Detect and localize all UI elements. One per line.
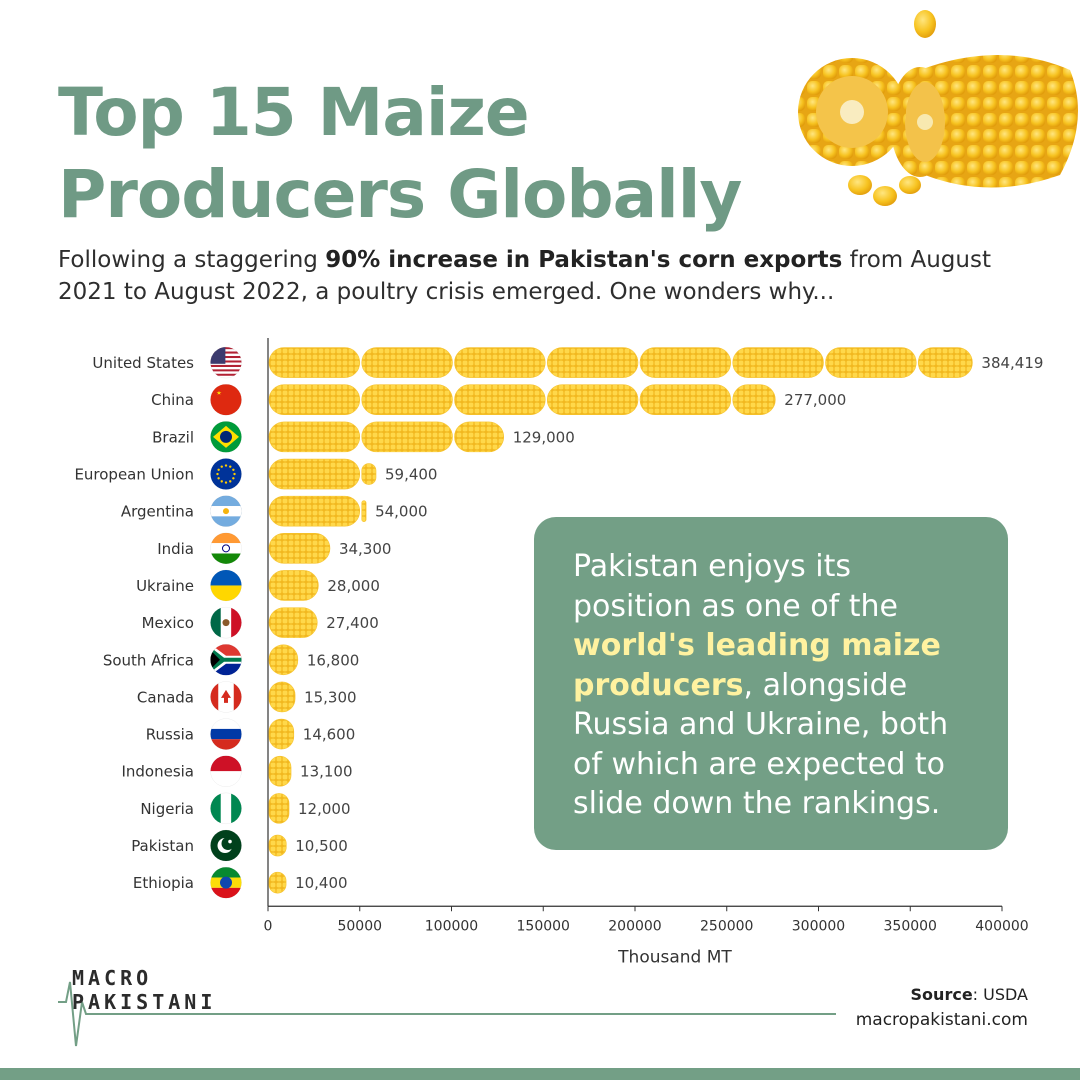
bar xyxy=(268,384,776,416)
source-value: : USDA xyxy=(972,985,1028,1004)
category-label: European Union xyxy=(74,466,194,484)
bar xyxy=(268,347,973,378)
flag-za-icon xyxy=(210,644,242,676)
value-label: 10,400 xyxy=(295,874,348,892)
category-label: Indonesia xyxy=(121,763,194,781)
flag-ru-icon xyxy=(210,718,242,750)
value-label: 54,000 xyxy=(375,503,428,521)
x-axis-label: Thousand MT xyxy=(617,947,732,967)
category-label: United States xyxy=(92,354,194,372)
callout-post: , alongside Russia and Ukraine, both of … xyxy=(573,667,949,822)
subtitle-post: from August 2021 to August 2022, a poult… xyxy=(58,247,991,305)
callout-box: Pakistan enjoys its position as one of t… xyxy=(534,517,1008,850)
category-label: Canada xyxy=(137,688,194,706)
category-label: Ukraine xyxy=(136,577,194,595)
callout-pre: Pakistan enjoys its position as one of t… xyxy=(573,549,898,624)
x-tick-label: 150000 xyxy=(517,918,570,934)
flag-ca-icon xyxy=(210,681,242,713)
value-label: 277,000 xyxy=(784,391,846,409)
x-tick-label: 400000 xyxy=(975,918,1028,934)
website-link[interactable]: macropakistani.com xyxy=(855,1010,1028,1030)
x-tick-label: 50000 xyxy=(337,918,382,934)
flag-mx-icon xyxy=(210,606,242,639)
category-label: South Africa xyxy=(103,651,194,669)
title-line-1: Top 15 Maize xyxy=(58,74,530,151)
flag-us-icon xyxy=(210,346,242,379)
flag-eu-icon xyxy=(210,458,242,490)
x-tick-label: 350000 xyxy=(884,918,937,934)
value-label: 15,300 xyxy=(304,688,357,706)
x-tick-label: 0 xyxy=(264,918,273,934)
bar xyxy=(268,458,377,490)
category-label: Ethiopia xyxy=(133,874,194,892)
callout-highlight: world's leading maize producers xyxy=(573,628,941,703)
category-label: Argentina xyxy=(121,503,194,521)
subtitle-pre: Following a staggering xyxy=(58,247,326,273)
flag-ar-icon xyxy=(210,495,242,527)
x-tick-label: 300000 xyxy=(792,918,845,934)
bar xyxy=(268,718,295,750)
bar xyxy=(268,421,505,453)
bar xyxy=(268,793,290,824)
bar xyxy=(268,607,318,638)
bar xyxy=(268,644,299,676)
x-tick-label: 200000 xyxy=(608,918,661,934)
category-label: China xyxy=(151,391,194,409)
logo-line-2: PAKISTANI xyxy=(72,990,217,1014)
value-label: 34,300 xyxy=(339,540,392,558)
flag-ua-icon xyxy=(210,569,242,602)
x-tick-label: 100000 xyxy=(425,918,478,934)
bar xyxy=(268,533,331,564)
flag-cn-icon xyxy=(210,383,242,416)
bar xyxy=(268,681,296,713)
flag-br-icon xyxy=(210,421,242,453)
title-line-2: Producers Globally xyxy=(58,156,742,233)
corn-cob-illustration xyxy=(798,10,1078,206)
flag-et-icon xyxy=(210,866,242,899)
bar xyxy=(268,755,292,787)
value-label: 16,800 xyxy=(307,651,360,669)
value-label: 28,000 xyxy=(327,577,380,595)
value-label: 59,400 xyxy=(385,466,438,484)
bottom-bar xyxy=(0,1068,1080,1080)
value-label: 12,000 xyxy=(298,800,351,818)
bar xyxy=(268,871,287,894)
bar xyxy=(268,834,287,857)
logo-line-1: MACRO xyxy=(72,966,153,990)
value-label: 14,600 xyxy=(303,726,356,744)
brand-logo: MACRO PAKISTANI xyxy=(56,962,836,1052)
subtitle-bold: 90% increase in Pakistan's corn exports xyxy=(325,247,843,273)
corn-cob-back xyxy=(890,55,1078,188)
value-label: 384,419 xyxy=(981,354,1043,372)
value-label: 10,500 xyxy=(295,837,348,855)
source-label: Source xyxy=(910,985,973,1004)
source-note: Source: USDA xyxy=(911,985,1028,1004)
flag-id-icon xyxy=(210,755,242,787)
flag-in-icon xyxy=(210,532,242,565)
subtitle: Following a staggering 90% increase in P… xyxy=(58,244,1038,308)
category-label: Russia xyxy=(146,726,194,744)
category-label: Mexico xyxy=(142,614,194,632)
loose-kernels xyxy=(848,10,936,206)
bar xyxy=(268,570,319,601)
flag-ng-icon xyxy=(210,792,242,825)
category-label: Pakistan xyxy=(131,837,194,855)
x-tick-label: 250000 xyxy=(700,918,753,934)
heartbeat-line-icon xyxy=(58,981,836,1047)
flag-pk-icon xyxy=(210,829,242,862)
category-label: Brazil xyxy=(152,428,194,446)
bar xyxy=(268,495,367,527)
corn-cob-front xyxy=(798,58,906,166)
bar-chart: 0 50000 100000 150000 200000 250000 300000 3500… xyxy=(74,338,1043,967)
category-label: India xyxy=(157,540,194,558)
value-label: 13,100 xyxy=(300,763,353,781)
page-title: Top 15 Maize Producers Globally xyxy=(58,72,778,236)
value-label: 27,400 xyxy=(326,614,379,632)
category-label: Nigeria xyxy=(140,800,194,818)
value-label: 129,000 xyxy=(513,428,575,446)
